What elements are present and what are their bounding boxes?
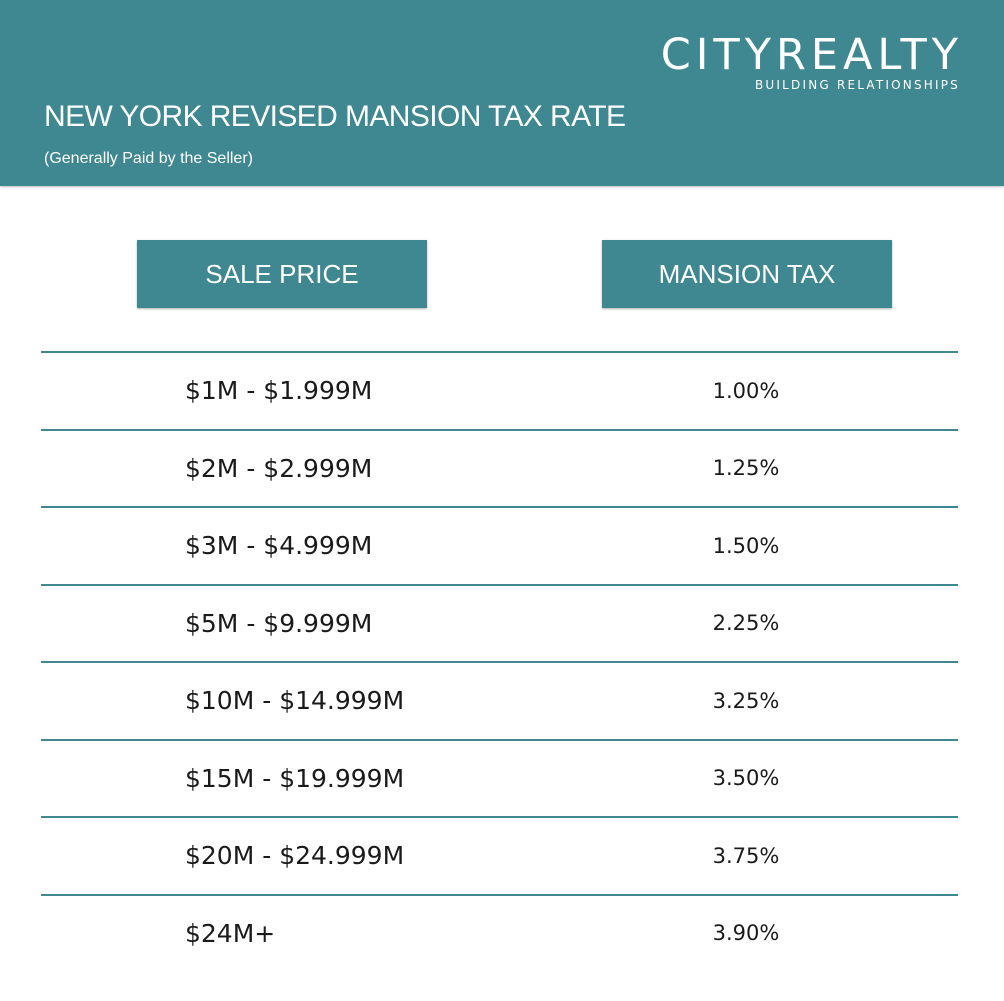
column-header-sale-price: SALE PRICE — [137, 240, 427, 308]
sale-price-cell: $10M - $14.999M — [185, 686, 405, 716]
sale-price-cell: $2M - $2.999M — [185, 453, 373, 483]
table-row: $20M - $24.999M 3.75% — [41, 816, 958, 894]
mansion-tax-cell: 3.50% — [712, 766, 780, 791]
table-row: $1M - $1.999M 1.00% — [41, 351, 958, 429]
brand-name: CITYREALTY — [660, 30, 963, 80]
table-row: $24M+ 3.90% — [41, 893, 958, 972]
table-row: $3M - $4.999M 1.50% — [41, 506, 958, 584]
mansion-tax-cell: 1.25% — [712, 456, 780, 481]
header-banner: CITYREALTY BUILDING RELATIONSHIPS NEW YO… — [0, 0, 1004, 186]
mansion-tax-cell: 1.00% — [712, 378, 780, 403]
page-subtitle: (Generally Paid by the Seller) — [44, 150, 253, 167]
mansion-tax-cell: 3.25% — [712, 688, 780, 713]
table-row: $2M - $2.999M 1.25% — [41, 428, 958, 507]
brand-logo: CITYREALTY BUILDING RELATIONSHIPS — [661, 32, 958, 92]
tax-rate-table: $1M - $1.999M 1.00% $2M - $2.999M 1.25% … — [41, 351, 958, 971]
mansion-tax-cell: 3.75% — [712, 843, 780, 868]
brand-tagline: BUILDING RELATIONSHIPS — [755, 78, 960, 92]
table-row: $5M - $9.999M 2.25% — [41, 583, 958, 662]
sale-price-cell: $24M+ — [185, 918, 276, 948]
mansion-tax-cell: 3.90% — [712, 921, 780, 946]
column-header-mansion-tax: MANSION TAX — [602, 240, 892, 308]
page-title: NEW YORK REVISED MANSION TAX RATE — [44, 100, 626, 133]
mansion-tax-cell: 1.50% — [712, 533, 780, 558]
sale-price-cell: $15M - $19.999M — [185, 763, 405, 793]
sale-price-cell: $1M - $1.999M — [185, 376, 373, 406]
sale-price-cell: $3M - $4.999M — [185, 531, 373, 561]
sale-price-cell: $20M - $24.999M — [185, 841, 405, 871]
sale-price-cell: $5M - $9.999M — [185, 608, 373, 638]
table-row: $10M - $14.999M 3.25% — [41, 661, 958, 739]
table-row: $15M - $19.999M 3.50% — [41, 738, 958, 817]
mansion-tax-cell: 2.25% — [712, 611, 780, 636]
